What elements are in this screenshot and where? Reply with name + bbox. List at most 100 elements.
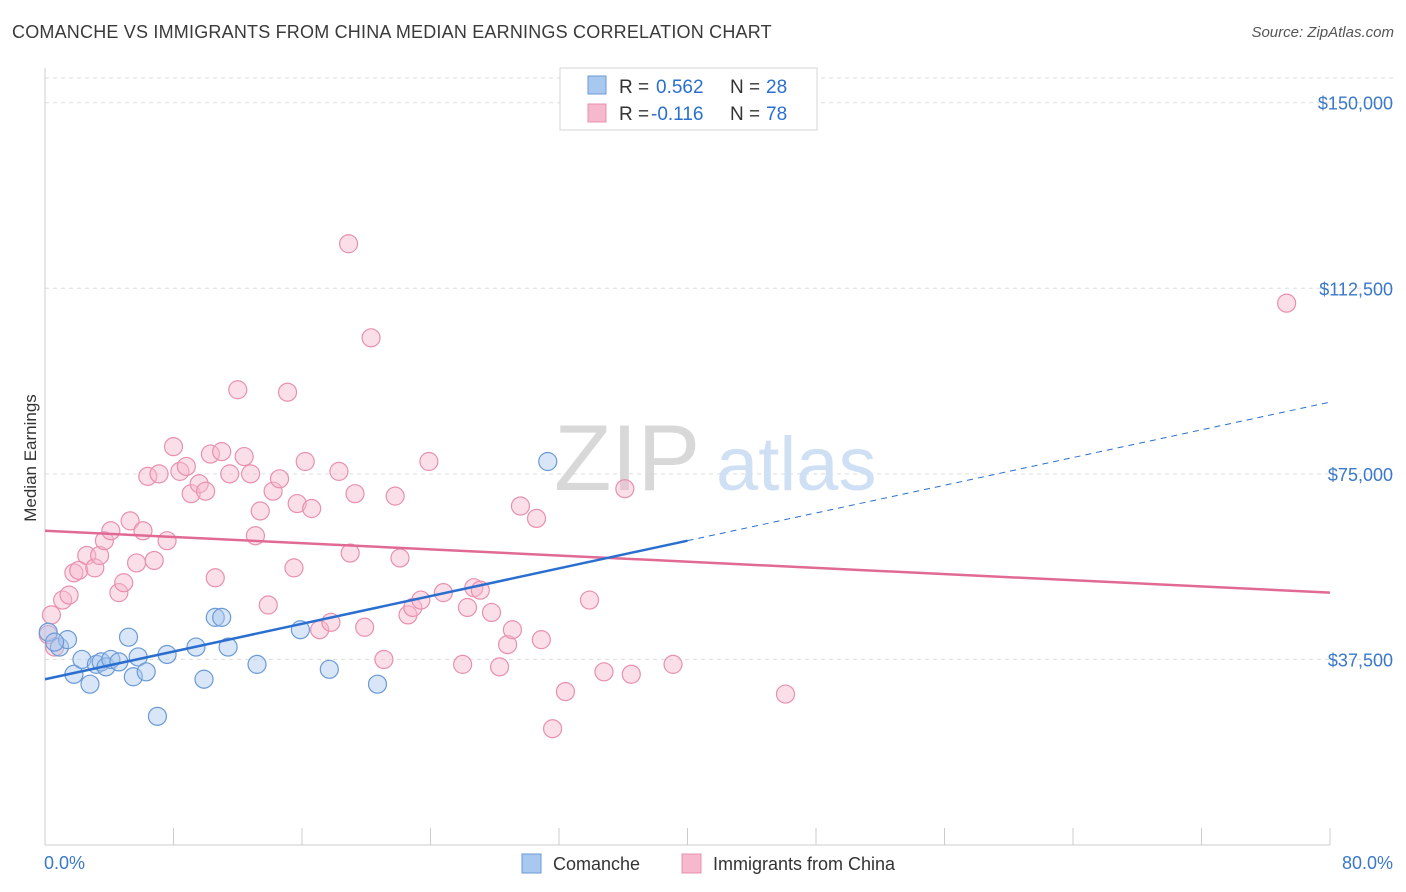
legend-bottom-label-comanche: Comanche [553,854,640,874]
china-point [594,662,614,682]
legend-n-label-comanche: N = [730,77,760,98]
legend-bottom: Comanche Immigrants from China [521,853,896,874]
comanche-point [319,659,339,679]
legend-r-label-china: R = [619,104,649,125]
china-point [295,451,315,472]
china-point [269,469,290,489]
comanche-point [38,622,58,642]
x-tick-label-max: 80.0% [1342,853,1393,873]
china-point [615,479,635,499]
china-point [419,451,439,472]
china-point [200,444,221,464]
china-point [621,664,641,684]
china-point [489,657,510,677]
china-point [361,328,381,348]
china-point [345,484,365,504]
trend-lines [44,401,1331,681]
comanche-points [38,451,558,726]
legend-r-label-comanche: R = [619,77,649,98]
china-point [1277,293,1297,313]
legend-r-value-china: -0.116 [651,104,703,125]
china-point [133,521,153,541]
china-point [498,634,518,655]
y-axis-label: Median Earnings [21,394,40,522]
y-tick-label: $150,000 [1318,94,1393,114]
china-point [542,719,563,739]
china-point [374,649,394,670]
watermark-zip: ZIP [554,405,700,510]
china-point [126,553,147,573]
legend-bottom-label-china: Immigrants from China [713,854,896,874]
chart-title: COMANCHE VS IMMIGRANTS FROM CHINA MEDIAN… [12,22,772,42]
china-point [149,464,169,484]
watermark: ZIP atlas [554,405,877,510]
chart-source: Source: ZipAtlas.com [1251,24,1394,41]
china-point [263,481,283,501]
comanche-point [247,654,267,674]
comanche-point [205,607,225,627]
legend-n-value-comanche: 28 [766,77,787,98]
china-point [157,531,177,551]
china-point [775,684,796,704]
grid-lines [45,77,1393,660]
comanche-point [194,669,214,689]
comanche-trend-line [44,539,688,681]
china-point [212,442,232,462]
comanche-point [123,667,143,687]
china-point [481,602,502,623]
legend-r-value-comanche: 0.562 [656,77,704,98]
china-point [220,464,240,484]
y-tick-labels: $37,500 $75,000 $112,500 $150,000 [1318,94,1393,671]
legend-swatch-china [587,103,607,123]
legend-top: R = 0.562 N = 28 R = -0.116 N = 78 [559,67,818,131]
china-point [228,380,248,400]
china-point [196,481,216,501]
china-point [390,548,410,568]
china-point [555,681,576,702]
comanche-point [218,637,238,657]
china-point [526,508,547,529]
china-point [258,595,278,615]
comanche-point [118,627,139,647]
china-point [355,617,375,637]
china-point [663,654,683,674]
china-point [41,605,62,625]
comanche-point [72,649,92,670]
china-point [176,456,196,477]
y-tick-label: $75,000 [1328,465,1393,485]
axes [44,68,1331,846]
comanche-point [367,674,388,694]
china-point [234,446,254,467]
china-point [205,568,225,588]
legend-bottom-swatch-china [681,853,702,874]
china-point [189,474,209,494]
china-points [38,234,1297,739]
china-trend-line [44,529,1331,594]
china-point [510,496,531,516]
china-point [69,560,89,580]
china-point [101,521,121,541]
comanche-point [80,674,100,694]
china-point [163,437,184,457]
china-point [385,486,405,506]
legend-swatch-comanche [587,75,607,95]
china-point [453,654,473,674]
china-point [250,501,270,521]
y-tick-label: $112,500 [1319,279,1393,299]
x-tick-label-min: 0.0% [44,853,85,873]
china-point [338,234,359,254]
china-point [144,550,164,571]
comanche-point [147,706,168,726]
legend-n-value-china: 78 [766,104,787,125]
comanche-point [538,451,558,472]
china-point [287,493,307,514]
china-point [90,545,110,566]
china-point [170,461,190,481]
china-point [53,590,73,610]
china-point [109,583,129,603]
watermark-atlas: atlas [716,422,877,507]
china-point [114,573,134,593]
china-point [241,464,261,484]
china-point [120,511,140,531]
